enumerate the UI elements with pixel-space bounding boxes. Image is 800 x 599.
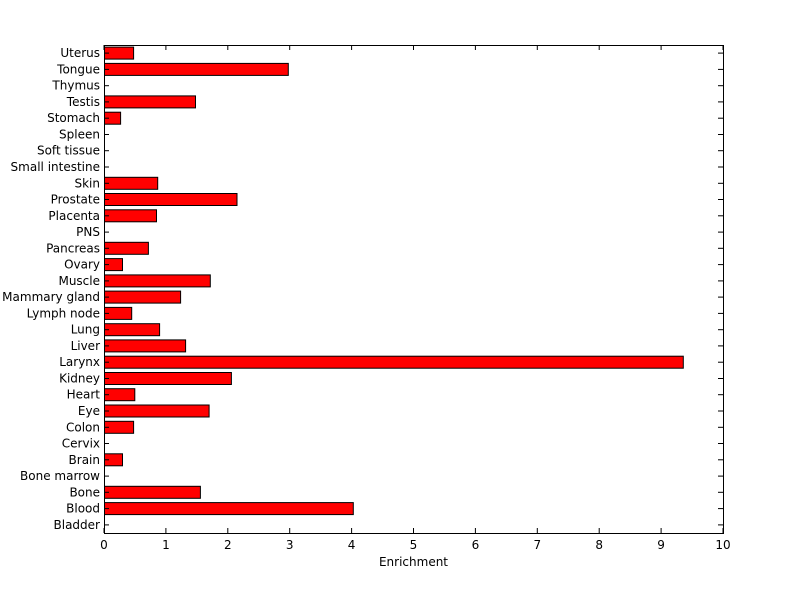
y-tick-label: Stomach [47,111,100,125]
x-tick-label: 2 [224,538,232,552]
bar-larynx [104,355,684,369]
ticks-layer [103,45,724,533]
x-tick-label: 1 [162,538,170,552]
y-tick-label: Spleen [59,128,100,142]
y-tick-label: Testis [66,95,100,109]
bar-liver [104,339,187,353]
y-tick-label: Kidney [59,372,100,386]
x-axis-title: Enrichment [379,555,448,569]
bar-heart [104,388,136,402]
y-tick-label: Brain [69,453,100,467]
y-tick-label: Soft tissue [37,144,100,158]
bar-eye [104,404,210,418]
x-tick-label: 9 [657,538,665,552]
bar-blood [104,502,354,516]
x-tick-label: 0 [100,538,108,552]
y-tick-label: Mammary gland [2,290,100,304]
bar-mammary-gland [104,290,182,304]
y-tick-label: Liver [71,339,101,353]
y-tick-label: Placenta [48,209,100,223]
y-tick-label: Ovary [64,258,100,272]
bar-prostate [104,193,238,206]
y-tick-label: Cervix [62,437,100,451]
y-tick-label: Bone marrow [20,469,100,483]
y-tick-label: Thymus [51,79,100,93]
y-tick-label: Uterus [60,46,100,60]
bar-kidney [104,372,232,385]
y-tick-label: Prostate [51,193,100,207]
y-tick-label: Lymph node [27,306,100,320]
plot-frame [104,45,724,534]
y-tick-label: Bone [69,485,100,499]
bar-testis [104,95,196,109]
y-tick-label: Bladder [54,518,101,532]
y-tick-label: Skin [74,176,100,190]
x-tick-label: 7 [533,538,541,552]
labels-layer: Bladder Blood Bone Bone marrow Brain Cervix Co… [2,46,730,552]
y-tick-label: Small intestine [11,160,100,174]
bars-layer [104,46,684,516]
bar-bone [104,485,201,499]
bar-lung [104,323,161,337]
bar-placenta [104,209,157,223]
y-tick-label: Lung [71,323,100,337]
y-tick-label: Colon [66,420,100,434]
y-tick-label: Tongue [56,62,100,76]
x-tick-label: 10 [715,538,730,552]
bar-skin [104,176,159,190]
y-tick-label: Heart [67,388,101,402]
bar-pancreas [104,241,149,255]
x-tick-label: 4 [348,538,356,552]
y-tick-label: Eye [78,404,100,418]
y-tick-label: Muscle [58,274,100,288]
x-tick-label: 6 [472,538,480,552]
bar-tongue [104,62,289,76]
y-tick-label: PNS [76,225,100,239]
x-tick-label: 3 [286,538,294,552]
x-tick-label: 5 [410,538,418,552]
bar-muscle [104,274,211,288]
x-tick-label: 8 [595,538,603,552]
y-tick-label: Blood [66,502,100,516]
y-tick-label: Pancreas [46,241,100,255]
y-tick-label: Larynx [59,355,100,369]
